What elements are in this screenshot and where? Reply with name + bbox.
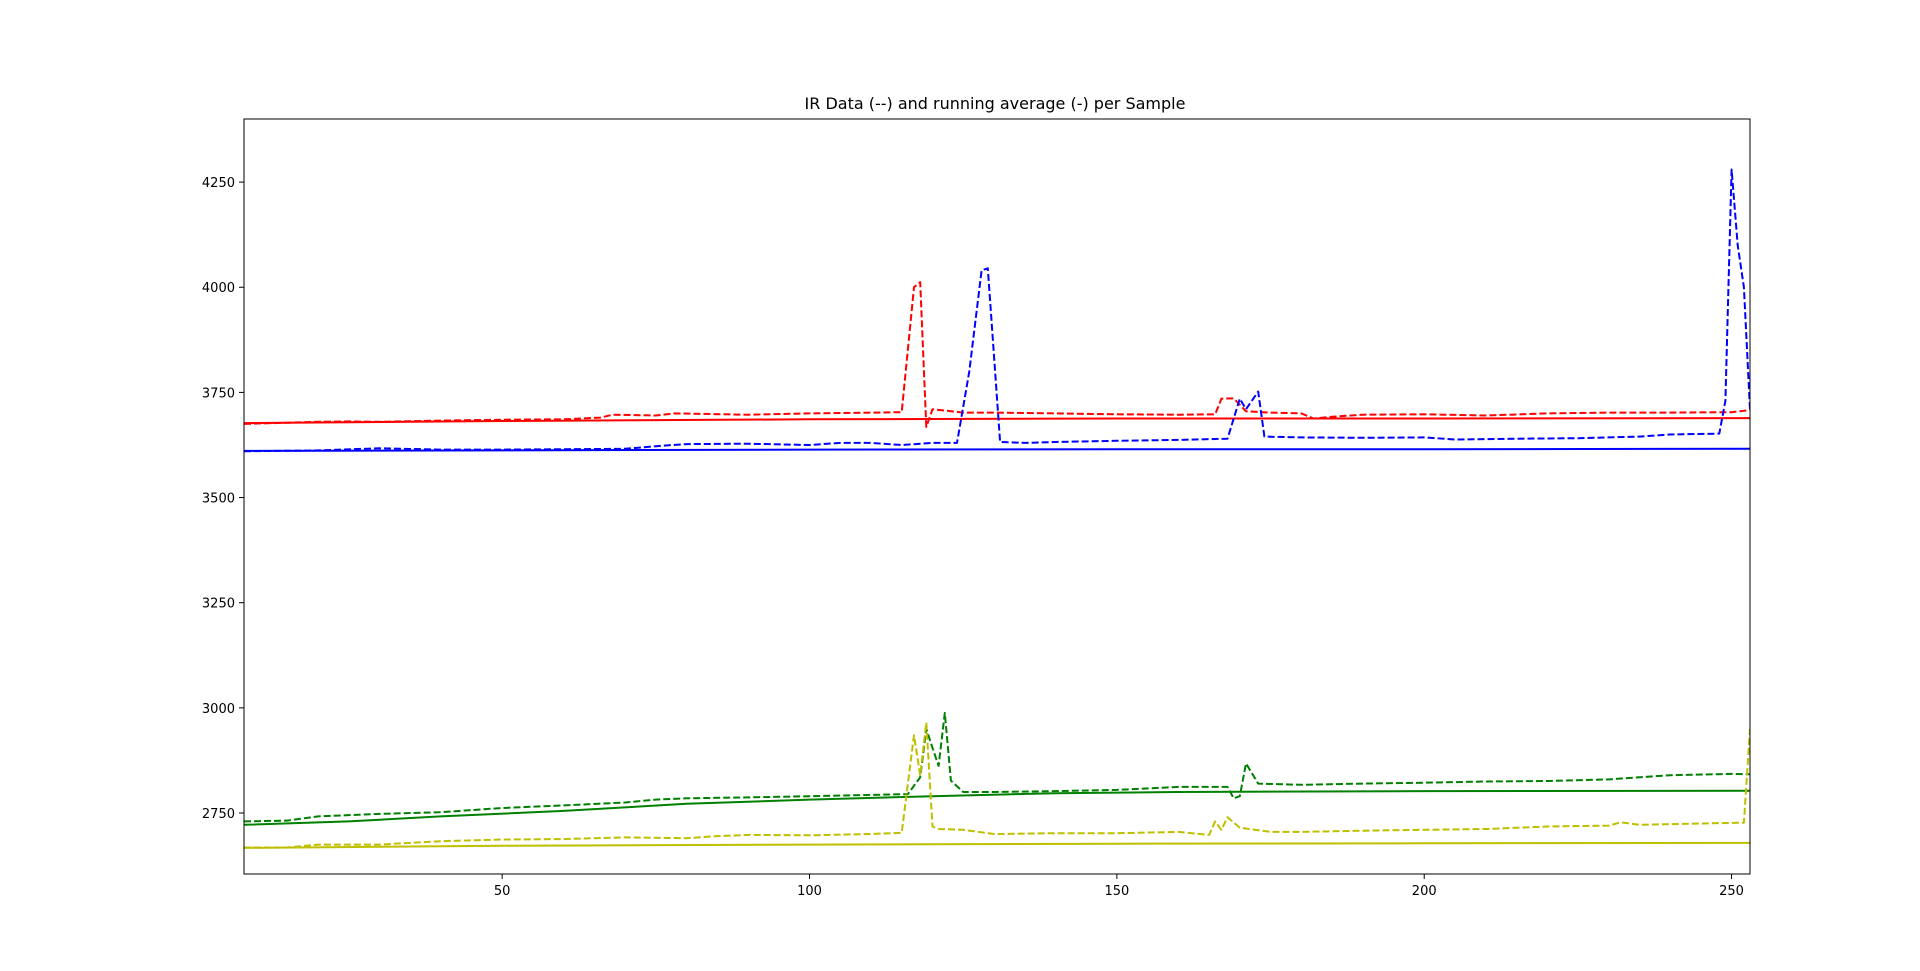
axis-layer: 50 100 150 200 250 2750 3000 3250 3500 3750 4000 42…: [202, 176, 1744, 899]
y-tick-label-1: 3000: [202, 702, 235, 717]
series-line-3: [244, 447, 1750, 452]
series-line-4: [244, 711, 1750, 823]
x-tick-label-3: 200: [1412, 884, 1437, 899]
chart-title: IR Data (--) and running average (-) per…: [805, 94, 1186, 113]
y-tick-label-2: 3250: [202, 597, 235, 612]
x-tick-label-0: 50: [494, 884, 511, 899]
series-line-5: [244, 789, 1750, 826]
y-tick-label-3: 3500: [202, 492, 235, 507]
y-tick-label-4: 3750: [202, 386, 235, 401]
y-tick-label-0: 2750: [202, 807, 235, 822]
x-tick-label-1: 100: [797, 884, 822, 899]
x-tick-label-2: 150: [1104, 884, 1129, 899]
series-layer: [244, 168, 1750, 849]
series-line-2: [244, 168, 1750, 453]
series-line-1: [244, 417, 1750, 425]
y-tick-label-5: 4000: [202, 281, 235, 296]
y-tick-label-6: 4250: [202, 176, 235, 191]
series-line-6: [244, 721, 1750, 849]
plot-frame: [243, 118, 1751, 875]
x-tick-label-4: 250: [1719, 884, 1744, 899]
series-line-7: [244, 841, 1750, 849]
